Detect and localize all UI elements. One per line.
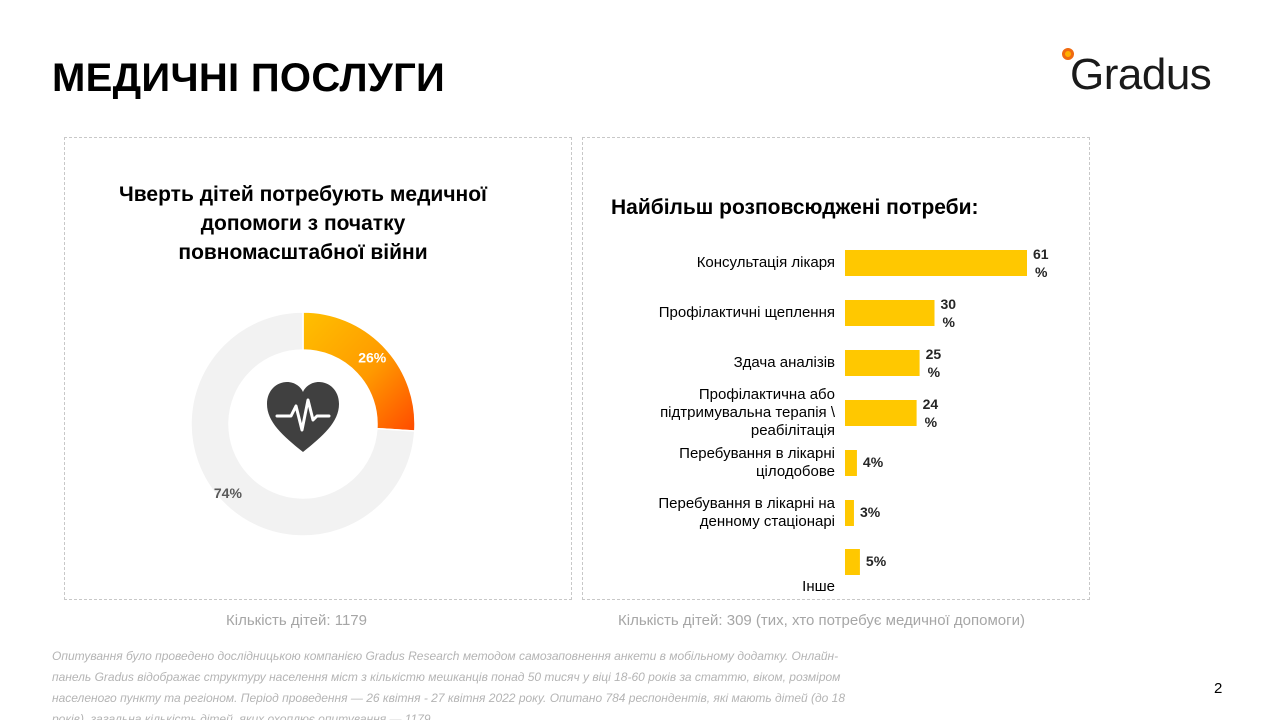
category-label: Здача аналізів [734,354,835,371]
right-caption: Кількість дітей: 309 (тих, хто потребує … [618,612,1025,629]
left-heading-line: допомоги з початку [200,212,406,235]
logo-text: Gradus [1070,50,1212,99]
footnote-line: панель Gradus відображає структуру насел… [52,670,841,684]
gradus-logo: Gradus [1062,48,1242,104]
donut-chart: 26% 74% [190,311,416,537]
logo-dot-icon [1062,48,1074,60]
bar [845,400,917,426]
category-label: Перебування в лікарні цілодобове [679,445,835,480]
donut-slice [190,311,416,537]
donut-slice-label: 74% [214,485,243,501]
value-label: 24% [923,396,939,430]
bar [845,300,935,326]
value-label: 3% [860,504,881,520]
left-heading-line: повномасштабної війни [178,241,428,264]
bar [845,250,1027,276]
page-title: МЕДИЧНІ ПОСЛУГИ [52,56,446,100]
left-panel-heading: Чверть дітей потребують медичної допомог… [65,180,541,267]
bar-chart: Консультація лікаря 61 % Профілактичні щепл… [658,246,1049,595]
bar [845,500,854,526]
heart-pulse-icon [267,382,339,452]
category-label: Консультація лікаря [697,254,835,271]
left-heading-line: Чверть дітей потребують медичної [119,183,487,206]
value-label: 25% [926,346,942,380]
footnote-line: населеного пункту та регіоном. Період пр… [52,691,846,705]
left-panel: Чверть дітей потребують медичної допомог… [64,137,572,600]
bar [845,350,920,376]
value-label: 5% [866,553,887,569]
category-label: Інше [802,578,835,595]
right-panel-heading: Найбільш розповсюджені потреби: [611,196,979,219]
value-label: 4% [863,454,884,470]
category-label: Перебування в лікарні на денному стаціона… [658,495,835,530]
footnote-line: Опитування було проведено дослідницькою … [52,649,839,663]
category-label: Профілактичні щеплення [659,304,835,321]
donut-slice-label: 26% [358,350,387,366]
footnote-line: років), загальна кількість дітей, яких о… [52,712,434,720]
bar [845,450,857,476]
right-panel: Найбільш розповсюджені потреби: Консульт… [582,137,1090,600]
survey-footnote: Опитування було проведено дослідницькою … [52,646,952,720]
bar [845,549,860,575]
value-label: 30% [941,296,957,330]
page-number: 2 [1214,680,1223,697]
category-label: Профілактична або підтримувальна терапія … [660,386,836,439]
left-caption: Кількість дітей: 1179 [226,612,367,629]
value-label: 61% [1033,246,1049,280]
